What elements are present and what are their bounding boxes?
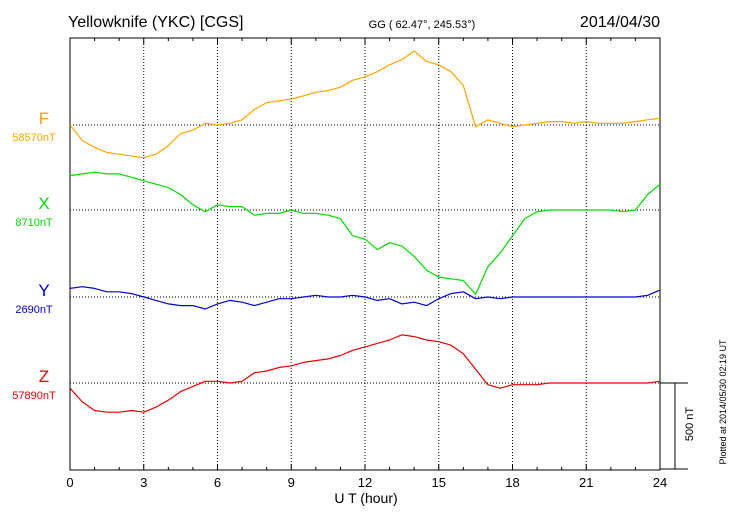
series-line-y — [69, 286, 661, 310]
component-letter-f: F — [39, 109, 49, 128]
component-baseline-x: 8710nT — [15, 217, 53, 229]
scale-bar — [660, 382, 688, 470]
series-group — [69, 50, 661, 413]
plotted-note: Plotted at 2014/05/30 02:19 UT — [718, 339, 728, 465]
component-baseline-y: 2690nT — [15, 304, 53, 316]
grid — [143, 38, 587, 470]
x-tick-label-0: 0 — [66, 475, 73, 490]
station-title: Yellowknife (YKC) [CGS] — [68, 14, 243, 31]
series-line-f — [69, 50, 661, 159]
component-baseline-f: 58570nT — [12, 132, 56, 144]
component-letter-x: X — [38, 194, 49, 213]
x-tick-label-9: 9 — [288, 475, 295, 490]
x-tick-label-21: 21 — [579, 475, 593, 490]
series-line-x — [69, 171, 661, 295]
x-tick-label-15: 15 — [432, 475, 446, 490]
component-baseline-z: 57890nT — [12, 390, 56, 402]
component-letter-y: Y — [38, 281, 49, 300]
chart-date: 2014/04/30 — [580, 14, 660, 31]
scale-bar-label: 500 nT — [684, 407, 696, 442]
x-tick-label-12: 12 — [358, 475, 372, 490]
x-tick-label-3: 3 — [140, 475, 147, 490]
component-labels: F 58570nT X 8710nT Y 2690nT Z 57890nT — [12, 109, 56, 402]
x-ticks: 0 3 6 9 12 15 18 21 24 — [66, 38, 667, 490]
station-coords: GG ( 62.47°, 245.53°) — [369, 19, 476, 31]
component-letter-z: Z — [39, 367, 49, 386]
x-tick-label-6: 6 — [214, 475, 221, 490]
x-tick-label-24: 24 — [653, 475, 667, 490]
series-line-z — [69, 334, 661, 413]
x-tick-label-18: 18 — [505, 475, 519, 490]
x-axis-label: U T (hour) — [334, 490, 397, 506]
